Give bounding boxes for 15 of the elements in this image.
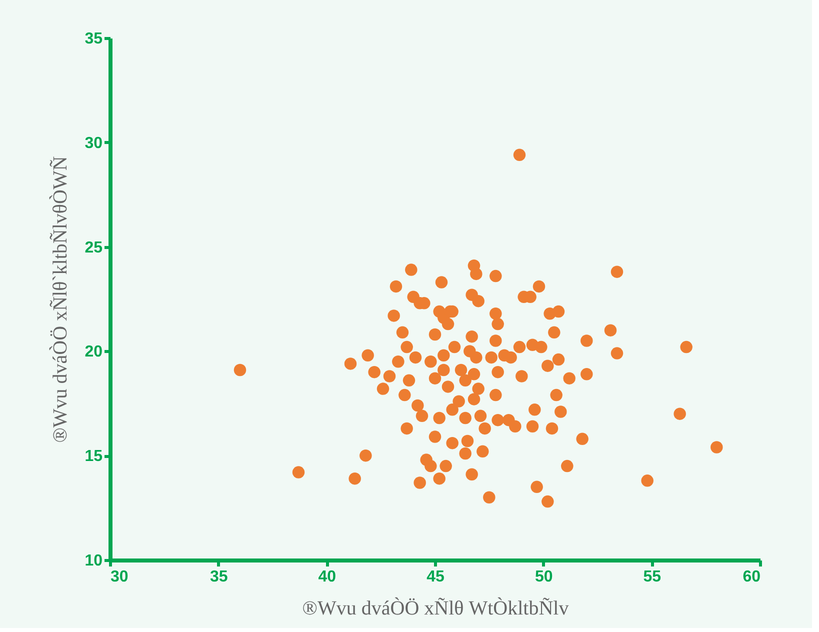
y-tick-label: 15 [84, 448, 103, 466]
x-tick-label: 45 [426, 568, 444, 586]
x-axis-title: ®Wvu dváÒÖ xÑlθ WtÒkltbÑlv [302, 596, 569, 620]
y-tick-label: 35 [84, 30, 103, 48]
y-tick-label: 25 [84, 239, 103, 256]
y-tick-label: 20 [84, 344, 103, 361]
x-tick-label: 50 [534, 568, 553, 586]
y-tick-label: 30 [84, 134, 103, 152]
y-axis-title: ®Wvu dváÒÖ xÑlθ`kltbÑlvθÒWÑ [48, 156, 72, 443]
y-tick-label: 10 [84, 552, 103, 570]
x-tick-label: 60 [742, 568, 761, 586]
x-tick-label: 35 [210, 568, 228, 586]
x-tick-label: 40 [318, 568, 336, 586]
x-tick-label: 30 [110, 568, 128, 586]
x-tick-label: 55 [643, 568, 662, 586]
